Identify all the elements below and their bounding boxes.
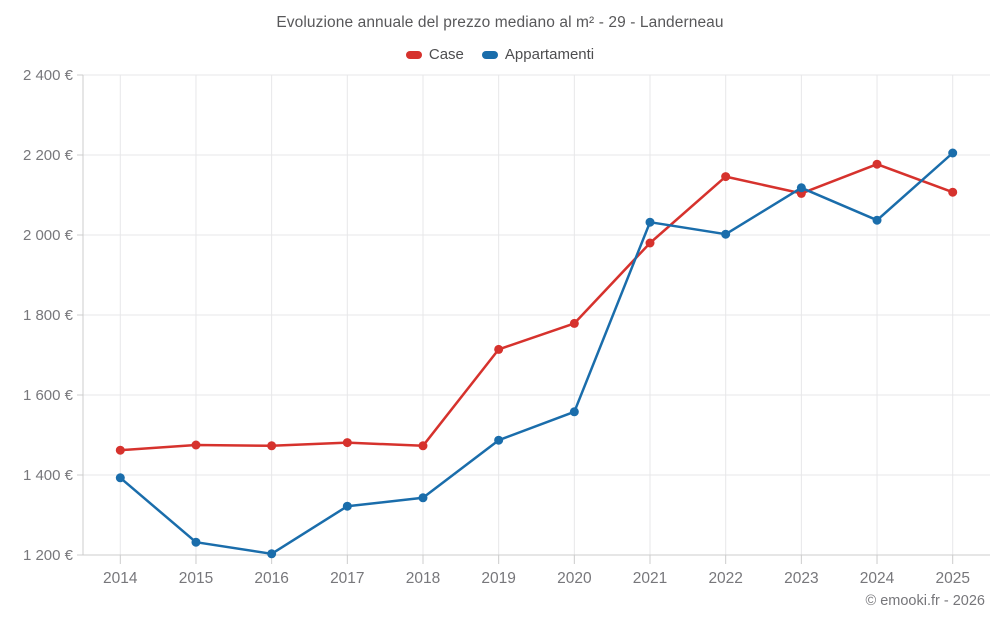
data-point-case-2014[interactable] [115,445,125,455]
data-point-case-2022[interactable] [721,172,731,182]
case-series-swatch-icon [405,50,422,59]
y-axis-label: 2 000 € [23,227,74,244]
data-point-appartamenti-2024[interactable] [872,215,882,225]
x-axis-label: 2021 [633,570,667,587]
x-axis-label: 2025 [935,570,969,587]
data-point-case-2017[interactable] [342,438,352,448]
footer-credit: © emooki.fr - 2026 [865,593,985,609]
data-point-appartamenti-2018[interactable] [418,493,428,503]
data-point-appartamenti-2021[interactable] [645,217,655,227]
legend-item-case[interactable]: Case [405,46,464,63]
x-axis-label: 2020 [557,570,592,587]
x-axis-label: 2023 [784,570,818,587]
x-axis-label: 2016 [254,570,288,587]
data-point-case-2019[interactable] [494,344,504,354]
y-axis-label: 1 200 € [23,547,74,564]
y-axis-label: 1 600 € [23,387,74,404]
x-axis-label: 2022 [708,570,742,587]
data-point-appartamenti-2022[interactable] [721,229,731,239]
data-point-appartamenti-2023[interactable] [796,183,806,193]
data-point-appartamenti-2025[interactable] [948,148,958,158]
chart-title: Evoluzione annuale del prezzo mediano al… [276,14,724,31]
data-point-appartamenti-2014[interactable] [115,473,125,483]
data-point-appartamenti-2016[interactable] [267,549,277,559]
x-axis-label: 2014 [103,570,138,587]
data-point-case-2020[interactable] [569,318,579,328]
data-point-case-2015[interactable] [191,440,201,450]
data-point-case-2025[interactable] [948,187,958,197]
y-axis-label: 1 800 € [23,307,74,324]
x-axis-label: 2015 [179,570,213,587]
x-axis-label: 2017 [330,570,364,587]
legend-label-appartamenti: Appartamenti [504,46,595,63]
y-axis-label: 2 400 € [23,67,74,84]
data-point-case-2018[interactable] [418,441,428,451]
x-axis-label: 2019 [481,570,515,587]
series-line-case [119,162,954,452]
series-line-appartamenti [119,151,954,556]
appartamenti-series-swatch-icon [481,50,498,59]
data-point-case-2024[interactable] [872,159,882,169]
legend: Case Appartamenti [0,46,1000,63]
data-point-appartamenti-2017[interactable] [342,501,352,511]
legend-item-appartamenti[interactable]: Appartamenti [481,46,595,63]
x-axis-label: 2018 [406,570,440,587]
x-axis-label: 2024 [860,570,895,587]
y-axis-label: 2 200 € [23,147,74,164]
data-point-case-2016[interactable] [267,441,277,451]
data-point-appartamenti-2020[interactable] [569,407,579,417]
data-point-case-2021[interactable] [645,238,655,248]
legend-label-case: Case [428,46,464,63]
y-axis-label: 1 400 € [23,467,74,484]
data-point-appartamenti-2019[interactable] [494,435,504,445]
data-point-appartamenti-2015[interactable] [191,537,201,547]
